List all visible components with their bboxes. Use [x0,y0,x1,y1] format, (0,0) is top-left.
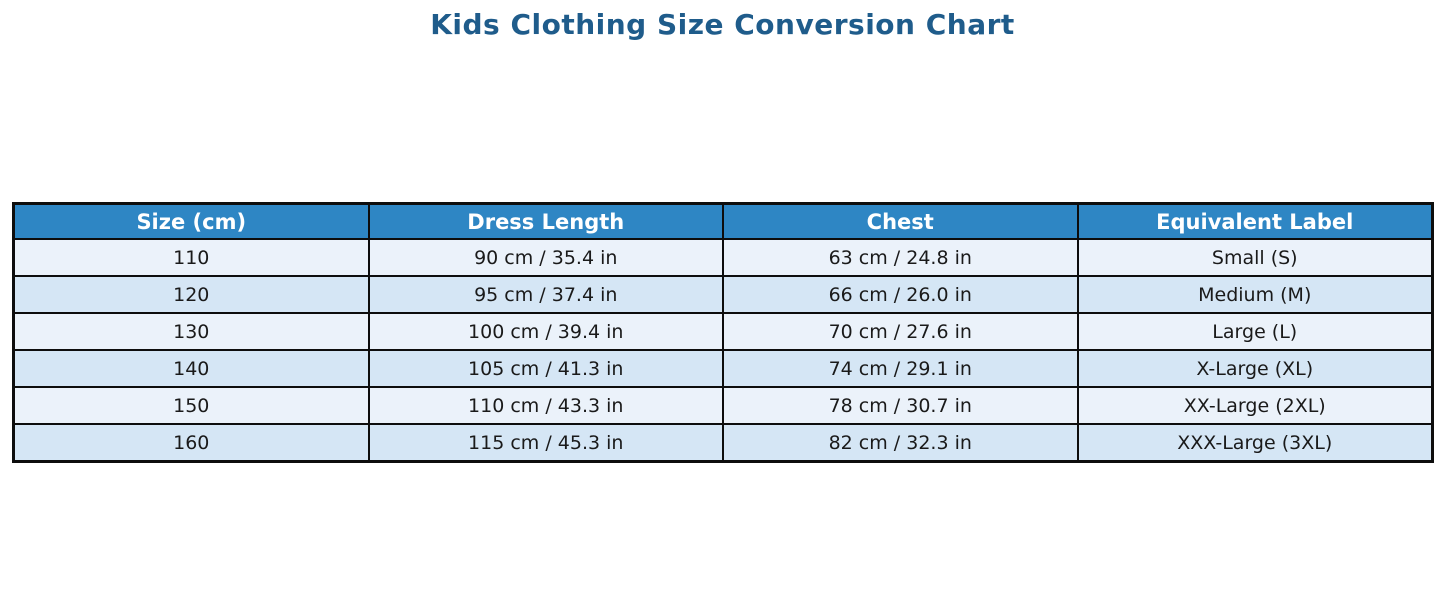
table-row: 130 100 cm / 39.4 in 70 cm / 27.6 in Large … [13,312,1433,351]
chart-title: Kids Clothing Size Conversion Chart [430,8,1015,41]
table-cell: 95 cm / 37.4 in [367,275,724,314]
table-cell: XXX-Large (3XL) [1076,423,1433,462]
table-cell: 115 cm / 45.3 in [367,423,724,462]
table-cell: 63 cm / 24.8 in [722,238,1079,277]
table-body: 110 90 cm / 35.4 in 63 cm / 24.8 in Small (… [13,238,1433,462]
table-cell: 100 cm / 39.4 in [367,312,724,351]
size-conversion-table: Size (cm) Dress Length Chest Equivalent Lab… [12,202,1434,463]
table-row: 150 110 cm / 43.3 in 78 cm / 30.7 in XX-Lar… [13,386,1433,425]
table-cell: 150 [13,386,370,425]
table-row: 110 90 cm / 35.4 in 63 cm / 24.8 in Small (… [13,238,1433,277]
table-cell: 70 cm / 27.6 in [722,312,1079,351]
table-cell: 105 cm / 41.3 in [367,349,724,388]
table-cell: XX-Large (2XL) [1076,386,1433,425]
table-cell: Large (L) [1076,312,1433,351]
table-cell: 120 [13,275,370,314]
table-row: 120 95 cm / 37.4 in 66 cm / 26.0 in Medium … [13,275,1433,314]
table-header: Size (cm) Dress Length Chest Equivalent Lab… [13,203,1433,240]
table-cell: 130 [13,312,370,351]
table-cell: 90 cm / 35.4 in [367,238,724,277]
table-cell: Small (S) [1076,238,1433,277]
table-header-row: Size (cm) Dress Length Chest Equivalent Lab… [13,203,1433,240]
column-header: Chest [722,203,1079,240]
column-header: Equivalent Label [1076,203,1433,240]
table-cell: 140 [13,349,370,388]
table-cell: 74 cm / 29.1 in [722,349,1079,388]
table-cell: 66 cm / 26.0 in [722,275,1079,314]
table-row: 160 115 cm / 45.3 in 82 cm / 32.3 in XXX-La… [13,423,1433,462]
table-cell: 110 [13,238,370,277]
column-header: Size (cm) [13,203,370,240]
table-cell: 160 [13,423,370,462]
column-header: Dress Length [367,203,724,240]
table-cell: Medium (M) [1076,275,1433,314]
table-cell: X-Large (XL) [1076,349,1433,388]
table-cell: 82 cm / 32.3 in [722,423,1079,462]
table-row: 140 105 cm / 41.3 in 74 cm / 29.1 in X-Larg… [13,349,1433,388]
table-cell: 78 cm / 30.7 in [722,386,1079,425]
table-cell: 110 cm / 43.3 in [367,386,724,425]
